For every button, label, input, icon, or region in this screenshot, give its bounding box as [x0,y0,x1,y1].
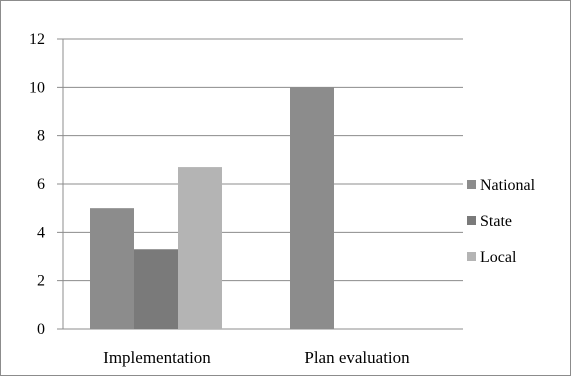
x-category-label: Plan evaluation [304,348,410,367]
y-tick-label: 0 [37,321,45,338]
legend-swatch [467,252,476,261]
legend: National State Local [467,177,536,266]
y-tick-label: 10 [29,79,45,96]
bar-national-implementation [90,208,134,329]
bars [90,87,334,329]
bar-national-plan-evaluation [290,87,334,329]
legend-label: State [480,213,512,230]
legend-label: Local [480,249,517,266]
y-tick-label: 12 [29,31,45,48]
bar-local-implementation [178,167,222,329]
y-axis-ticks: 0 2 4 6 8 10 12 [29,31,45,338]
legend-swatch [467,180,476,189]
legend-label: National [480,177,536,194]
legend-swatch [467,216,476,225]
x-category-label: Implementation [103,348,211,367]
y-tick-label: 2 [37,273,45,290]
y-tick-label: 8 [37,128,45,145]
x-axis-categories: Implementation Plan evaluation [103,348,410,367]
y-tick-label: 6 [37,176,45,193]
bar-state-implementation [134,249,178,329]
y-tick-label: 4 [37,224,45,241]
